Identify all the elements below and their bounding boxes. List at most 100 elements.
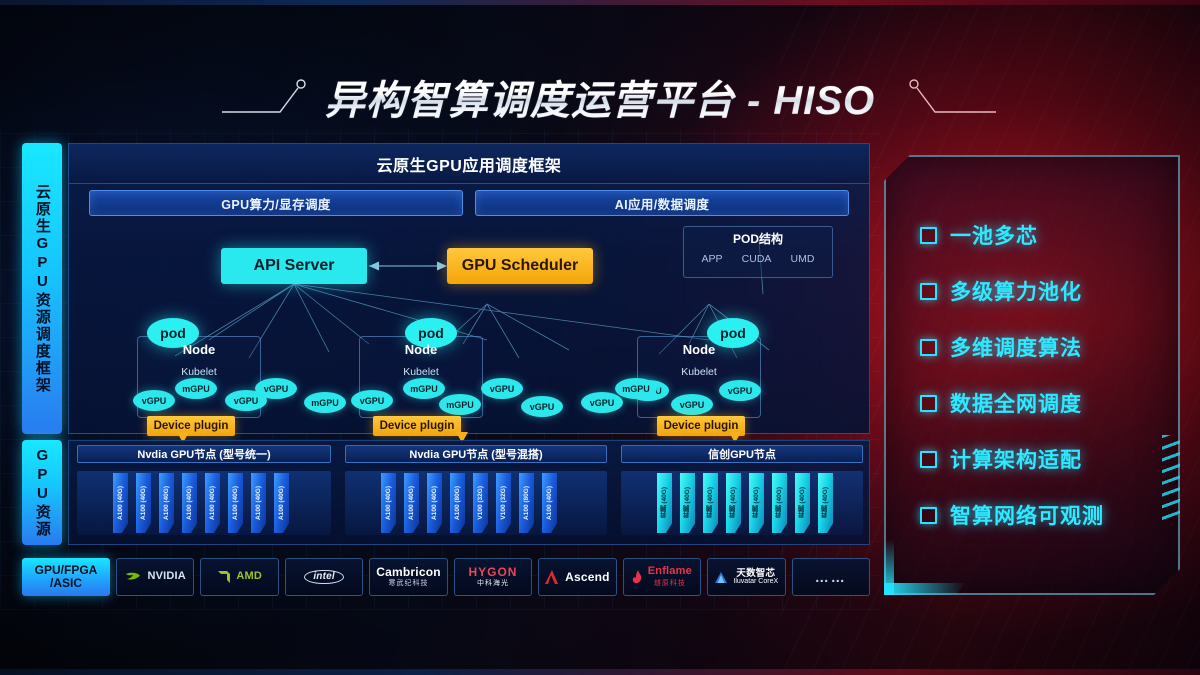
gpu-card[interactable]: 昇腾 (40G)	[772, 473, 787, 533]
feature-item-5[interactable]: 计算架构适配	[920, 436, 1164, 482]
title-text: 异构智算调度运营平台 - HISO	[325, 68, 875, 126]
gpu-ellipse[interactable]: vGPU	[671, 394, 713, 415]
pod-ellipse[interactable]: pod	[707, 318, 759, 348]
api-server-node[interactable]: API Server	[221, 248, 367, 284]
vendor-hygon[interactable]: HYGON 中科海光	[453, 558, 533, 596]
gpu-card-label: 昇腾 (40G)	[752, 487, 760, 519]
gpu-ellipse-shared-4[interactable]: vGPU	[521, 396, 563, 417]
gpu-ellipse[interactable]: mGPU	[175, 378, 217, 399]
panel-corner-decoration-vertical	[882, 539, 894, 597]
pill-ai-data-scheduling[interactable]: AI应用/数据调度	[475, 190, 849, 216]
feature-item-4[interactable]: 数据全网调度	[920, 380, 1164, 426]
pill-label: GPU算力/显存调度	[221, 197, 331, 212]
gpu-ellipse[interactable]: vGPU	[133, 390, 175, 411]
pod-label: pod	[720, 325, 746, 341]
gpu-card-label: 昇腾 (40G)	[821, 487, 829, 519]
node-label: Node	[404, 342, 438, 357]
gpu-ellipse-shared-3[interactable]: vGPU	[481, 378, 523, 399]
gpu-ellipse[interactable]: vGPU	[225, 390, 267, 411]
pod-structure-title: POD结构	[732, 232, 783, 246]
vendor-ascend[interactable]: Ascend	[538, 558, 617, 596]
gpu-card[interactable]: A100 (40G)	[205, 473, 220, 533]
gpu-card[interactable]: 昇腾 (40G)	[749, 473, 764, 533]
vendor-amd[interactable]: AMD	[200, 558, 279, 596]
gpu-card[interactable]: A100 (40G)	[159, 473, 174, 533]
vendor-subtitle: 寒武纪科技	[388, 580, 429, 588]
vendor-enflame[interactable]: Enflame 燧原科技	[622, 558, 702, 596]
vendor-more[interactable]: ……	[791, 558, 870, 596]
gpu-ellipse-shared-2[interactable]: mGPU	[304, 392, 346, 413]
feature-item-3[interactable]: 多维调度算法	[920, 324, 1164, 370]
gpu-card-label: V100 (32G)	[500, 486, 507, 520]
gpu-card[interactable]: A100 (40G)	[136, 473, 151, 533]
framework-panel: 云原生GPU应用调度框架 GPU算力/显存调度 AI应用/数据调度	[68, 143, 870, 436]
vendor-cambricon[interactable]: Cambricon 寒武纪科技	[369, 558, 448, 596]
gpu-card[interactable]: 昇腾 (40G)	[703, 473, 718, 533]
vendor-row-label-text: GPU/FPGA/ASIC	[34, 563, 98, 590]
device-plugin[interactable]: Device plugin	[657, 416, 745, 436]
gpu-card[interactable]: 昇腾 (40G)	[657, 473, 672, 533]
gpu-ellipse-shared-1[interactable]: vGPU	[255, 378, 297, 399]
gpu-ellipse-shared-5[interactable]: vGPU	[581, 392, 623, 413]
kubelet-label: Kubelet	[681, 366, 717, 378]
gpu-card-label: A100 (40G)	[209, 486, 216, 520]
gpu-ellipse[interactable]: mGPU	[439, 394, 481, 415]
node-label: Node	[182, 342, 216, 357]
pod-structure-box: POD结构 APP CUDA UMD	[683, 226, 833, 278]
feature-item-6[interactable]: 智算网络可观测	[920, 492, 1164, 538]
top-accent-bar	[0, 0, 1200, 5]
checkbox-icon	[920, 339, 937, 356]
gpu-card[interactable]: V100 (32G)	[473, 473, 488, 533]
gpu-card[interactable]: A100 (40G)	[274, 473, 289, 533]
gpu-card[interactable]: V100 (32G)	[496, 473, 511, 533]
feature-item-1[interactable]: 一池多芯	[920, 212, 1164, 258]
pod-ellipse[interactable]: pod	[147, 318, 199, 348]
gpu-ellipse[interactable]: vGPU	[719, 380, 761, 401]
vendor-iluvatar[interactable]: 天数智芯 Iluvatar CoreX	[707, 558, 786, 596]
gpu-card[interactable]: A100 (40G)	[404, 473, 419, 533]
amd-logo-icon	[218, 571, 231, 583]
gpu-card[interactable]: A100 (40G)	[427, 473, 442, 533]
gpu-card[interactable]: A100 (40G)	[113, 473, 128, 533]
gpu-card[interactable]: A100 (40G)	[228, 473, 243, 533]
gpu-scheduler-node[interactable]: GPU Scheduler	[447, 248, 593, 284]
gpu-card[interactable]: 昇腾 (40G)	[680, 473, 695, 533]
gpu-card[interactable]: A100 (40G)	[381, 473, 396, 533]
gpu-card[interactable]: A100 (40G)	[542, 473, 557, 533]
gpu-card[interactable]: A100 (40G)	[182, 473, 197, 533]
vendor-nvidia[interactable]: NVIDIA	[116, 558, 195, 596]
gpu-card[interactable]: A100 (80G)	[450, 473, 465, 533]
gpu-card[interactable]: A100 (80G)	[519, 473, 534, 533]
gpu-card-label: A100 (40G)	[140, 486, 147, 520]
vendor-intel[interactable]: intel	[284, 558, 364, 596]
gpu-card-label: A100 (40G)	[278, 486, 285, 520]
gpu-card[interactable]: 昇腾 (40G)	[818, 473, 833, 533]
gpu-resources-panel: Nvdia GPU节点 (型号统一) A100 (40G) A100 (40G)…	[68, 440, 870, 545]
vendor-name: AMD	[236, 570, 262, 583]
device-plugin[interactable]: Device plugin	[373, 416, 461, 436]
gpu-node-group-3: 信创GPU节点 昇腾 (40G) 昇腾 (40G) 昇腾 (40G) 昇腾 (4…	[621, 445, 863, 542]
panel-corner-decoration	[882, 583, 966, 597]
pod-ellipse[interactable]: pod	[405, 318, 457, 348]
title-left-decoration	[222, 79, 306, 113]
feature-label: 一池多芯	[950, 225, 1038, 248]
gpu-card-label: 昇腾 (40G)	[683, 487, 691, 519]
side-label-gpu-resources: GPU资源	[22, 440, 62, 545]
gpu-card-label: V100 (32G)	[477, 486, 484, 520]
side-label-scheduling-framework: 云原生GPU资源调度框架	[22, 143, 62, 434]
iluvatar-logo-icon	[715, 571, 728, 583]
device-plugin[interactable]: Device plugin	[147, 416, 235, 436]
gpu-card[interactable]: A100 (40G)	[251, 473, 266, 533]
pill-gpu-compute-memory[interactable]: GPU算力/显存调度	[89, 190, 463, 216]
gpu-ellipse-shared-6[interactable]: mGPU	[615, 378, 657, 399]
gpu-card[interactable]: 昇腾 (40G)	[726, 473, 741, 533]
features-panel: 一池多芯 多级算力池化 多维调度算法 数据全网调度 计算架构适配 智算网络可观测	[884, 155, 1180, 595]
gpu-card-label: A100 (40G)	[232, 486, 239, 520]
feature-item-2[interactable]: 多级算力池化	[920, 268, 1164, 314]
vendor-name: intel	[313, 570, 335, 582]
gpu-ellipse[interactable]: vGPU	[351, 390, 393, 411]
gpu-card[interactable]: 昇腾 (40G)	[795, 473, 810, 533]
gpu-ellipse[interactable]: mGPU	[403, 378, 445, 399]
title-right-decoration	[909, 79, 996, 113]
